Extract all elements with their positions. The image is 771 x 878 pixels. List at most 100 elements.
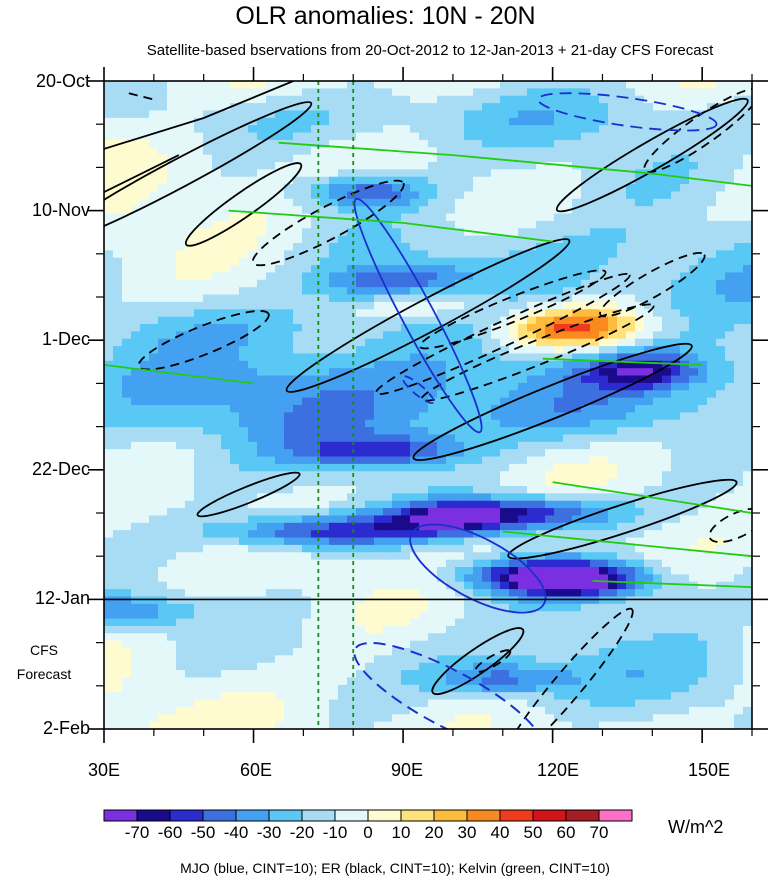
- heatmap-cell: [671, 279, 681, 288]
- heatmap-cell: [392, 132, 402, 141]
- heatmap-cell: [347, 88, 357, 97]
- heatmap-cell: [401, 316, 411, 325]
- heatmap-cell: [491, 559, 501, 568]
- heatmap-cell: [284, 206, 294, 215]
- heatmap-cell: [122, 405, 132, 413]
- heatmap-cell: [401, 382, 411, 391]
- heatmap-cell: [707, 243, 717, 251]
- heatmap-cell: [653, 220, 663, 229]
- heatmap-cell: [365, 559, 375, 568]
- heatmap-cell: [698, 486, 708, 494]
- heatmap-cell: [185, 213, 195, 222]
- heatmap-cell: [185, 441, 195, 450]
- heatmap-cell: [563, 412, 573, 421]
- heatmap-cell: [158, 103, 168, 112]
- heatmap-cell: [104, 309, 114, 318]
- heatmap-cell: [194, 419, 204, 428]
- heatmap-cell: [662, 228, 672, 237]
- heatmap-cell: [302, 117, 312, 126]
- heatmap-cell: [464, 103, 474, 112]
- heatmap-cell: [509, 500, 519, 509]
- heatmap-cell: [257, 162, 267, 170]
- heatmap-cell: [590, 287, 600, 296]
- heatmap-cell: [527, 324, 537, 332]
- heatmap-cell: [374, 162, 384, 170]
- heatmap-cell: [500, 228, 510, 237]
- heatmap-cell: [392, 405, 402, 413]
- heatmap-cell: [113, 162, 123, 170]
- heatmap-cell: [302, 544, 312, 553]
- heatmap-cell: [590, 162, 600, 170]
- heatmap-cell: [185, 235, 195, 244]
- heatmap-cell: [275, 441, 285, 450]
- heatmap-cell: [608, 176, 618, 185]
- heatmap-cell: [410, 103, 420, 112]
- heatmap-cell: [284, 574, 294, 583]
- heatmap-cell: [662, 220, 672, 229]
- heatmap-cell: [419, 206, 429, 215]
- heatmap-cell: [419, 272, 429, 281]
- heatmap-cell: [626, 169, 636, 178]
- heatmap-cell: [266, 294, 276, 303]
- heatmap-cell: [302, 184, 312, 193]
- heatmap-cell: [113, 147, 123, 156]
- heatmap-cell: [455, 346, 465, 355]
- heatmap-cell: [167, 95, 177, 104]
- heatmap-cell: [617, 147, 627, 156]
- heatmap-cell: [275, 220, 285, 229]
- heatmap-cell: [284, 162, 294, 170]
- heatmap-cell: [338, 213, 348, 222]
- heatmap-cell: [545, 220, 555, 229]
- heatmap-cell: [140, 316, 150, 325]
- heatmap-cell: [518, 294, 528, 303]
- heatmap-cell: [284, 449, 294, 458]
- heatmap-cell: [653, 405, 663, 413]
- heatmap-cell: [464, 522, 474, 531]
- heatmap-cell: [347, 360, 357, 369]
- heatmap-cell: [401, 574, 411, 583]
- heatmap-cell: [302, 103, 312, 112]
- heatmap-cell: [671, 213, 681, 222]
- heatmap-cell: [572, 397, 582, 406]
- heatmap-cell: [365, 243, 375, 251]
- heatmap-cell: [194, 198, 204, 207]
- heatmap-cell: [482, 382, 492, 391]
- heatmap-cell: [221, 103, 231, 112]
- heatmap-cell: [293, 324, 303, 332]
- heatmap-cell: [473, 220, 483, 229]
- heatmap-cell: [266, 338, 276, 347]
- heatmap-cell: [410, 213, 420, 222]
- heatmap-cell: [536, 434, 546, 443]
- heatmap-cell: [455, 486, 465, 494]
- heatmap-cell: [221, 265, 231, 274]
- heatmap-cell: [176, 117, 186, 126]
- heatmap-cell: [320, 81, 330, 89]
- heatmap-cell: [149, 162, 159, 170]
- heatmap-cell: [446, 287, 456, 296]
- heatmap-cell: [176, 471, 186, 480]
- heatmap-cell: [635, 360, 645, 369]
- heatmap-cell: [419, 419, 429, 428]
- heatmap-cell: [284, 493, 294, 502]
- heatmap-cell: [734, 441, 744, 450]
- heatmap-cell: [608, 574, 618, 583]
- heatmap-cell: [734, 309, 744, 318]
- heatmap-cell: [653, 176, 663, 185]
- heatmap-cell: [302, 125, 312, 134]
- heatmap-cell: [707, 382, 717, 391]
- heatmap-cell: [176, 449, 186, 458]
- heatmap-cell: [572, 279, 582, 288]
- heatmap-cell: [410, 441, 420, 450]
- heatmap-cell: [617, 110, 627, 119]
- heatmap-cell: [446, 368, 456, 377]
- heatmap-cell: [419, 346, 429, 355]
- heatmap-cell: [410, 235, 420, 244]
- heatmap-cell: [725, 331, 735, 340]
- heatmap-cell: [320, 434, 330, 443]
- heatmap-cell: [509, 220, 519, 229]
- heatmap-cell: [284, 382, 294, 391]
- heatmap-cell: [500, 88, 510, 97]
- heatmap-cell: [293, 412, 303, 421]
- heatmap-cell: [527, 220, 537, 229]
